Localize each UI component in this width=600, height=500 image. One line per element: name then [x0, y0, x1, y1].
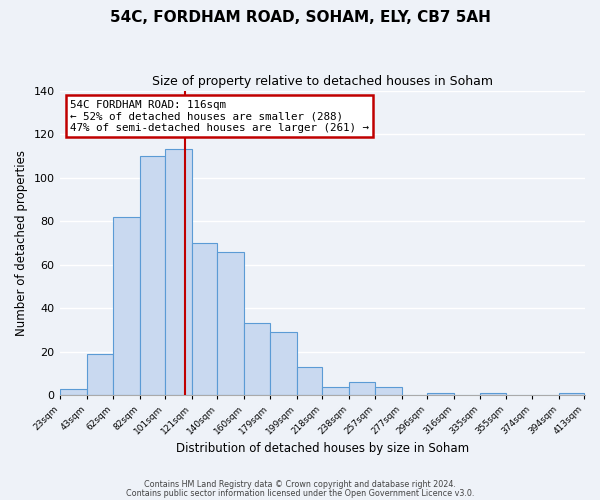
Bar [165, 150, 192, 396]
Bar [427, 393, 454, 396]
Bar [140, 156, 165, 396]
X-axis label: Distribution of detached houses by size in Soham: Distribution of detached houses by size … [176, 442, 469, 455]
Text: Contains public sector information licensed under the Open Government Licence v3: Contains public sector information licen… [126, 488, 474, 498]
Bar [244, 324, 270, 396]
Bar [322, 386, 349, 396]
Bar [270, 332, 297, 396]
Bar [559, 393, 584, 396]
Bar [87, 354, 113, 396]
Y-axis label: Number of detached properties: Number of detached properties [15, 150, 28, 336]
Title: Size of property relative to detached houses in Soham: Size of property relative to detached ho… [152, 75, 493, 88]
Bar [113, 217, 140, 396]
Bar [375, 386, 401, 396]
Text: 54C, FORDHAM ROAD, SOHAM, ELY, CB7 5AH: 54C, FORDHAM ROAD, SOHAM, ELY, CB7 5AH [110, 10, 490, 25]
Text: Contains HM Land Registry data © Crown copyright and database right 2024.: Contains HM Land Registry data © Crown c… [144, 480, 456, 489]
Bar [217, 252, 244, 396]
Bar [349, 382, 375, 396]
Bar [297, 367, 322, 396]
Bar [192, 243, 217, 396]
Bar [479, 393, 506, 396]
Text: 54C FORDHAM ROAD: 116sqm
← 52% of detached houses are smaller (288)
47% of semi-: 54C FORDHAM ROAD: 116sqm ← 52% of detach… [70, 100, 369, 133]
Bar [60, 389, 87, 396]
